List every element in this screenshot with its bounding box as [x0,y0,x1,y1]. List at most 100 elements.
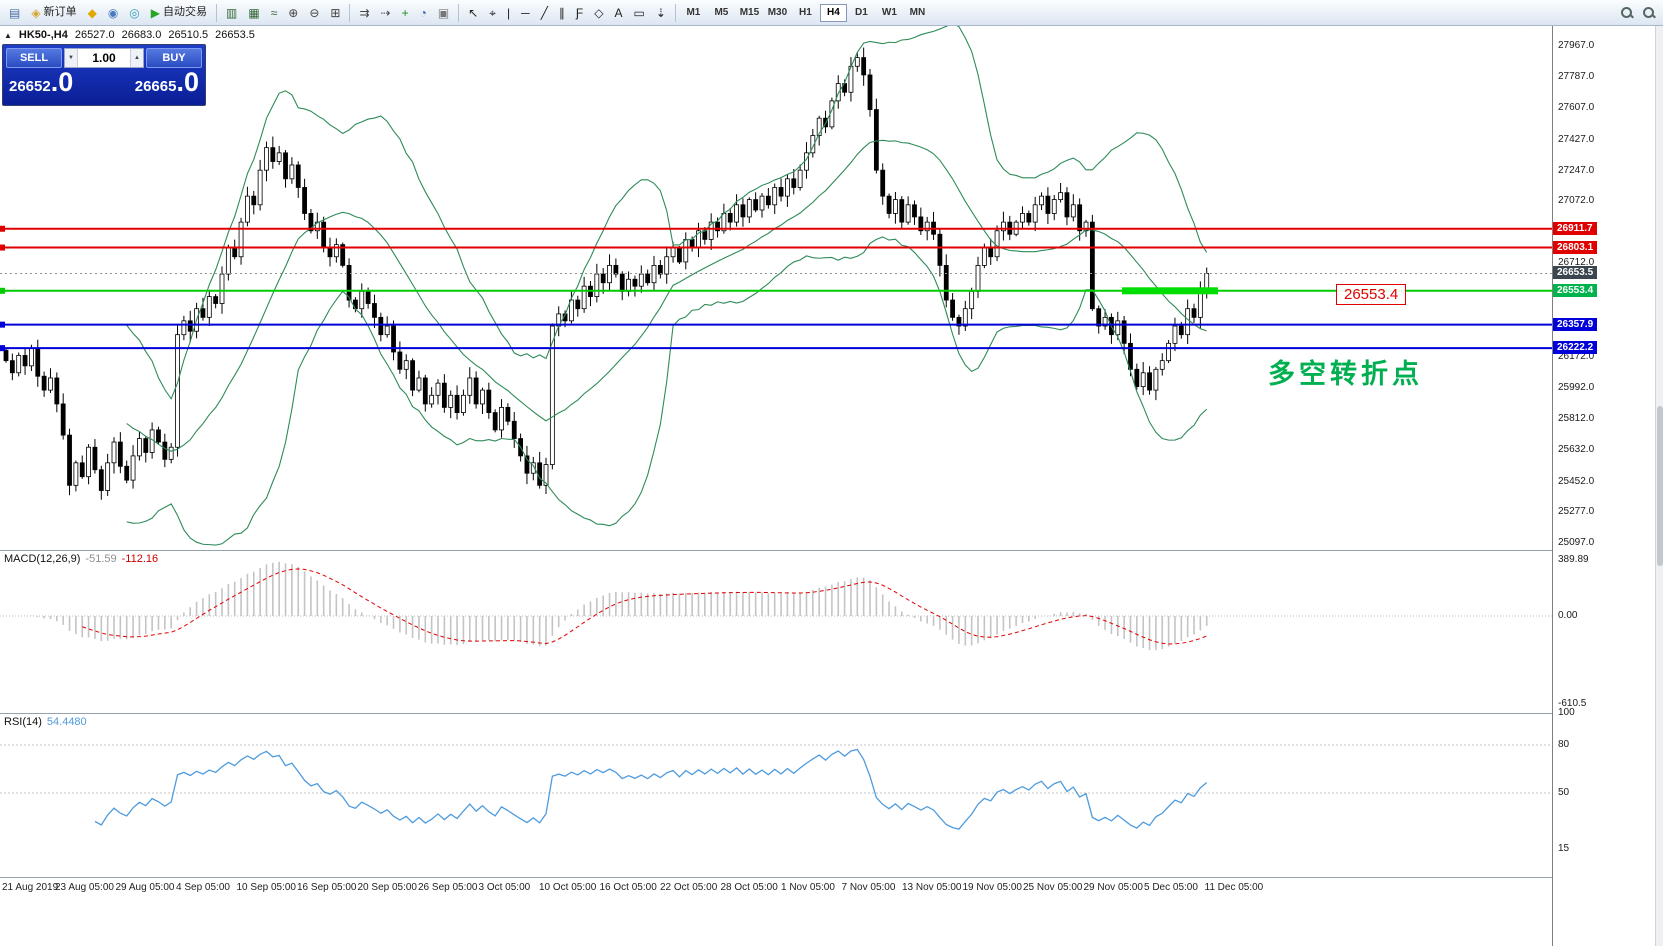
templates-icon[interactable]: ▣ [433,3,454,23]
auto-trading-button[interactable]: ▶ 自动交易 [146,3,212,23]
zoom-out-icon[interactable]: ⊖ [304,3,324,23]
zoom-search-icon[interactable] [1638,3,1659,23]
community-icon[interactable]: ◎ [124,3,144,23]
toolbar: ▤ ◈ 新订单 ◆ ◉ ◎ ▶ 自动交易 ▥ ▦ ≈ ⊕ ⊖ ⊞ ⇉ ⇢ + ◔ ▣ ↖ ⌖ | ─ ╱ ∥ Ƒ ◇ A ▭ ⇣ M1 M5 M… [0,0,1663,26]
trendline-icon[interactable]: ╱ [536,3,553,23]
ohlc-close: 26653.5 [215,29,255,41]
metaeditor-icon: ◆ [87,5,97,20]
price-tag-resistance-upper[interactable]: 26911.7 [1553,221,1597,235]
metaeditor-icon[interactable]: ◆ [83,3,102,23]
time-axis-label: 25 Nov 05:00 [1023,882,1083,893]
new-order-button[interactable]: ◈ 新订单 [26,3,81,23]
price-tick: 26712.0 [1558,257,1595,269]
arrows-tool-icon[interactable]: ⇣ [651,3,671,23]
timeframe-m30[interactable]: M30 [764,4,791,22]
ohlc-low: 26510.5 [168,29,209,41]
rsi-axis-tick: 100 [1558,707,1575,718]
timeframe-mn[interactable]: MN [904,4,931,22]
rsi-axis-tick: 15 [1558,843,1570,854]
candlestick-chart-icon[interactable]: ▦ [243,3,264,23]
timeframe-m1[interactable]: M1 [680,4,707,22]
tile-windows-icon[interactable]: ⊞ [325,3,345,23]
label-tool-icon: ▭ [633,5,645,20]
zoom-in-icon[interactable]: ⊕ [283,3,303,23]
text-tool-icon[interactable]: A [610,3,628,23]
timeframe-h4[interactable]: H4 [819,3,847,22]
channel-icon[interactable]: ∥ [554,3,570,23]
horizontal-line-icon[interactable]: ─ [516,3,535,23]
macd-indicator-label: MACD(12,26,9) -51.59 -112.16 [4,553,158,565]
toolbar-separator [674,3,676,22]
time-axis-label: 22 Oct 05:00 [660,882,718,893]
search-icon[interactable] [1616,3,1637,23]
price-tick: 27247.0 [1558,164,1595,176]
timeframe-m15[interactable]: M15 [736,4,763,22]
macd-axis-tick: 0.00 [1558,610,1578,621]
price-chart[interactable] [0,26,1552,946]
periods-icon: ◔ [419,5,427,20]
timeframe-w1[interactable]: W1 [876,4,903,22]
bar-chart-icon[interactable]: ▥ [221,3,242,23]
time-axis-label: 10 Sep 05:00 [236,882,297,893]
cursor-icon[interactable]: ↖ [463,3,483,23]
price-tick: 26172.0 [1558,350,1595,362]
horizontal-line-icon: ─ [521,5,530,20]
price-tag-support-upper[interactable]: 26357.9 [1553,317,1598,331]
price-tag-pivot-level[interactable]: 26553.4 [1553,283,1598,297]
time-axis[interactable]: 21 Aug 2019 23 Aug 05:00 29 Aug 05:00 4 Sep… [0,878,1552,898]
zoom-search-icon [1643,7,1654,18]
new-order-button: ◈ [31,5,41,20]
arrows-tool-icon: ⇣ [655,5,666,20]
sell-button[interactable]: SELL [6,48,62,68]
collapse-trade-panel-icon[interactable]: ▲ [4,30,12,40]
fibonacci-icon[interactable]: Ƒ [571,3,588,23]
time-axis-label: 4 Sep 05:00 [176,882,230,893]
ohlc-open: 26527.0 [74,29,115,41]
charts-menu-icon[interactable]: ▤ [4,3,25,23]
time-axis-label: 21 Aug 2019 [2,882,59,893]
scrollbar-thumb[interactable] [1657,406,1663,566]
time-axis-label: 26 Sep 05:00 [418,882,478,893]
auto-scroll-icon[interactable]: ⇉ [354,3,374,23]
price-tag-support-lower[interactable]: 26222.2 [1553,341,1598,355]
volume-value[interactable]: 1.00 [92,51,116,65]
indicators-add-icon[interactable]: + [397,3,414,23]
shapes-icon[interactable]: ◇ [589,3,608,23]
price-tag-current-price[interactable]: 26653.5 [1553,266,1598,280]
zoom-in-icon: ⊕ [288,5,299,20]
volume-input[interactable]: ▼ 1.00 ▲ [64,48,144,68]
price-axis[interactable]: 27967.0 27787.0 27607.0 27427.0 27247.0 27072… [1552,26,1655,946]
charts-menu-icon: ▤ [9,5,21,20]
sell-price[interactable]: 26652 .0 [9,69,73,96]
price-tick: 25452.0 [1558,475,1595,487]
volume-down-icon[interactable]: ▼ [65,49,78,67]
chart-shift-icon[interactable]: ⇢ [376,3,396,23]
macd-name: MACD(12,26,9) [4,553,81,565]
buy-button[interactable]: BUY [146,48,202,68]
price-tag-resistance-lower[interactable]: 26803.1 [1553,240,1598,254]
price-tick: 25632.0 [1558,444,1595,456]
line-chart-icon[interactable]: ≈ [266,3,283,23]
price-tick: 25992.0 [1558,382,1595,393]
price-tick: 27967.0 [1558,40,1595,51]
timeframe-h1[interactable]: H1 [792,4,819,22]
timeframe-m5[interactable]: M5 [708,4,735,22]
buy-price[interactable]: 26665 .0 [135,69,199,96]
vertical-line-icon[interactable]: | [502,3,515,23]
profile-icon[interactable]: ◉ [103,3,123,23]
label-tool-icon[interactable]: ▭ [629,3,650,23]
volume-up-icon[interactable]: ▲ [130,49,143,67]
time-axis-label: 13 Nov 05:00 [902,882,962,893]
symbol-period-label: HK50-,H4 [18,29,68,41]
timeframe-d1[interactable]: D1 [848,4,875,22]
buy-price-fraction: .0 [176,67,199,97]
periods-icon[interactable]: ◔ [415,3,432,23]
time-axis-label: 23 Aug 05:00 [55,882,114,893]
time-axis-label: 19 Nov 05:00 [962,882,1023,893]
crosshair-icon[interactable]: ⌖ [484,3,501,23]
price-callout-box: 26553.4 [1336,284,1407,305]
time-axis-label: 10 Oct 05:00 [539,882,597,893]
toolbar-separator [216,3,218,22]
vertical-scrollbar[interactable] [1655,26,1663,946]
